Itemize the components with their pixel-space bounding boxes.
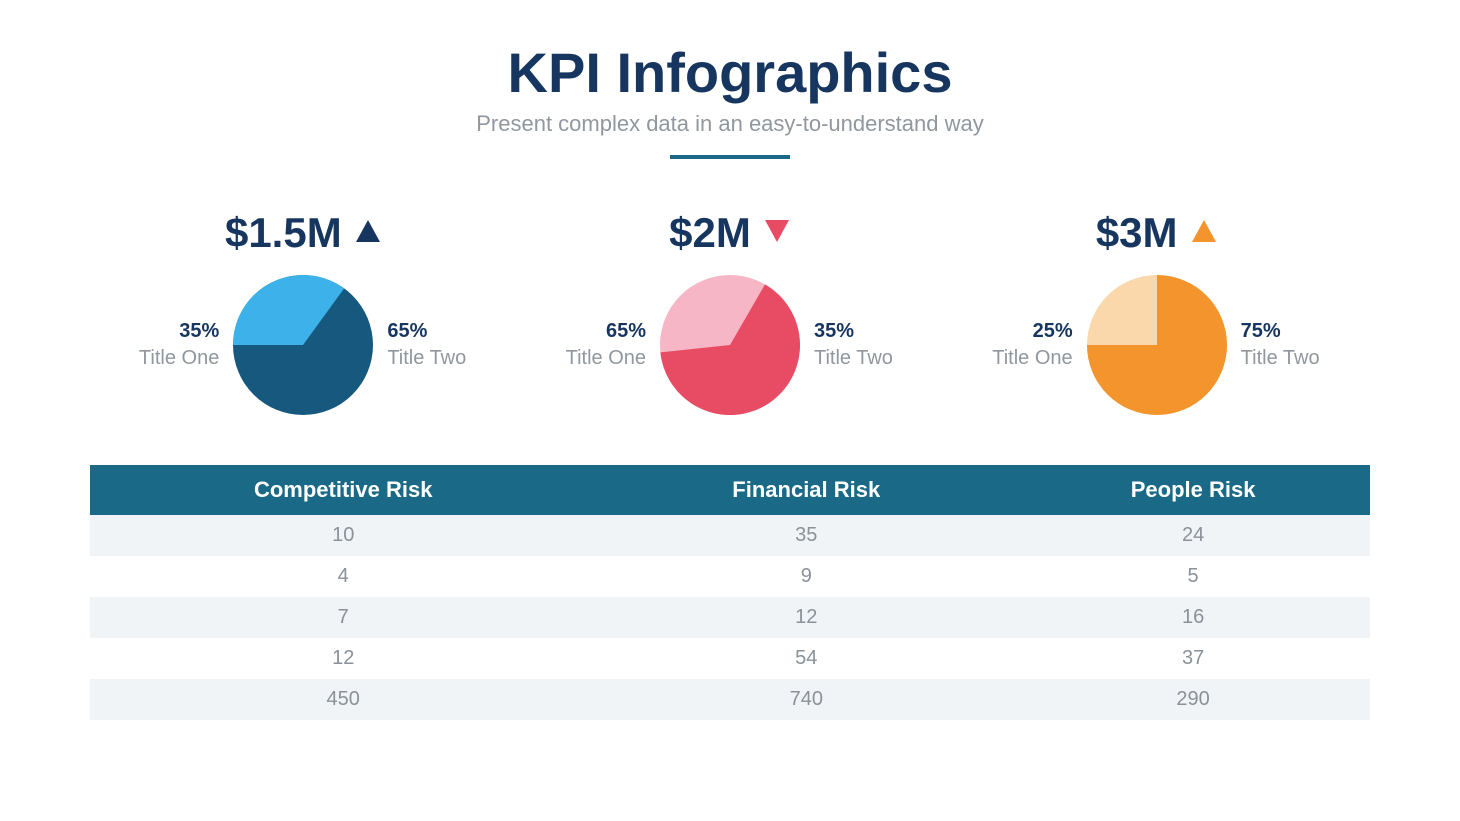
pie-chart [233, 275, 373, 415]
kpi-card-1: $2M 65% Title One 35% Title Two [517, 209, 944, 415]
table-cell: 740 [596, 679, 1016, 720]
table-cell: 5 [1016, 556, 1370, 597]
kpi-head: $3M [1096, 209, 1218, 257]
table-header-cell: Financial Risk [596, 465, 1016, 515]
kpi-card-2: $3M 25% Title One 75% Title Two [943, 209, 1370, 415]
table-body: 10352449571216125437450740290 [90, 515, 1370, 720]
pie-left-pct: 65% [606, 320, 646, 343]
table-head: Competitive RiskFinancial RiskPeople Ris… [90, 465, 1370, 515]
table-row: 450740290 [90, 679, 1370, 720]
table-cell: 12 [90, 638, 596, 679]
table-cell: 12 [596, 597, 1016, 638]
table-cell: 450 [90, 679, 596, 720]
pie-right-pct: 75% [1241, 320, 1281, 343]
pie-left-label: 25% Title One [953, 320, 1073, 370]
table-header-cell: People Risk [1016, 465, 1370, 515]
pie-left-pct: 25% [1033, 320, 1073, 343]
table-cell: 10 [90, 515, 596, 556]
kpi-body: 65% Title One 35% Title Two [517, 275, 944, 415]
table-cell: 16 [1016, 597, 1370, 638]
table-row: 495 [90, 556, 1370, 597]
trend-up-icon [354, 218, 382, 249]
pie-chart [660, 275, 800, 415]
pie-right-label: 35% Title Two [814, 320, 934, 370]
kpi-head: $1.5M [225, 209, 382, 257]
table-row: 71216 [90, 597, 1370, 638]
pie-left-label: 35% Title One [99, 320, 219, 370]
table-cell: 7 [90, 597, 596, 638]
table-header-cell: Competitive Risk [90, 465, 596, 515]
table-cell: 4 [90, 556, 596, 597]
kpi-body: 35% Title One 65% Title Two [90, 275, 517, 415]
kpi-head: $2M [669, 209, 791, 257]
pie-left-title: Title One [139, 347, 219, 370]
risk-table: Competitive RiskFinancial RiskPeople Ris… [90, 465, 1370, 720]
pie-left-label: 65% Title One [526, 320, 646, 370]
table-cell: 37 [1016, 638, 1370, 679]
table-row: 103524 [90, 515, 1370, 556]
table-cell: 24 [1016, 515, 1370, 556]
pie-right-title: Title Two [1241, 347, 1320, 370]
table-cell: 54 [596, 638, 1016, 679]
kpi-value: $2M [669, 209, 751, 257]
page-title: KPI Infographics [90, 40, 1370, 105]
pie-right-title: Title Two [387, 347, 466, 370]
kpi-value: $1.5M [225, 209, 342, 257]
pie-left-title: Title One [992, 347, 1072, 370]
pie-right-title: Title Two [814, 347, 893, 370]
table-cell: 9 [596, 556, 1016, 597]
page: KPI Infographics Present complex data in… [0, 0, 1460, 821]
pie-left-pct: 35% [179, 320, 219, 343]
table-cell: 290 [1016, 679, 1370, 720]
kpi-body: 25% Title One 75% Title Two [943, 275, 1370, 415]
table-row: 125437 [90, 638, 1370, 679]
table-cell: 35 [596, 515, 1016, 556]
kpi-value: $3M [1096, 209, 1178, 257]
title-underline [670, 155, 790, 159]
pie-right-label: 75% Title Two [1241, 320, 1361, 370]
kpi-row: $1.5M 35% Title One 65% Title Two $2M 65% Title… [90, 209, 1370, 415]
pie-left-title: Title One [566, 347, 646, 370]
pie-right-pct: 35% [814, 320, 854, 343]
trend-down-icon [763, 218, 791, 249]
kpi-card-0: $1.5M 35% Title One 65% Title Two [90, 209, 517, 415]
trend-up-icon [1190, 218, 1218, 249]
pie-chart [1087, 275, 1227, 415]
pie-right-label: 65% Title Two [387, 320, 507, 370]
pie-right-pct: 65% [387, 320, 427, 343]
page-subtitle: Present complex data in an easy-to-under… [90, 111, 1370, 137]
